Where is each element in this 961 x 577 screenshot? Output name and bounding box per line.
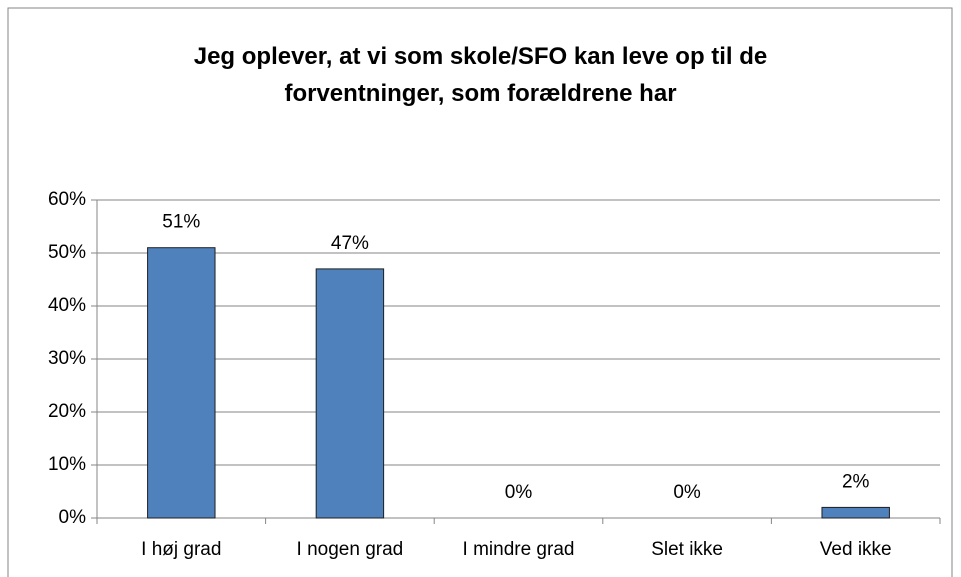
y-tick-label: 50% [48, 242, 86, 263]
x-tick-label: Ved ikke [820, 539, 892, 560]
value-label: 0% [673, 482, 701, 503]
value-label: 51% [162, 212, 200, 233]
y-tick-label: 40% [48, 295, 86, 316]
x-tick-label: I nogen grad [297, 539, 404, 560]
x-tick-label: I høj grad [141, 539, 221, 560]
y-tick-label: 0% [59, 507, 87, 528]
value-label: 47% [331, 233, 369, 254]
value-label: 0% [505, 482, 533, 503]
y-tick-label: 10% [48, 454, 86, 475]
bar [315, 268, 385, 519]
bar [147, 247, 216, 519]
y-tick-label: 20% [48, 401, 86, 422]
x-tick-label: I mindre grad [463, 539, 575, 560]
chart-title: Jeg oplever, at vi som skole/SFO kan lev… [193, 43, 768, 107]
y-tick-label: 60% [48, 189, 86, 210]
value-label: 2% [842, 471, 870, 492]
bar [821, 506, 890, 519]
x-tick-label: Slet ikke [651, 539, 723, 560]
y-tick-label: 30% [48, 348, 86, 369]
